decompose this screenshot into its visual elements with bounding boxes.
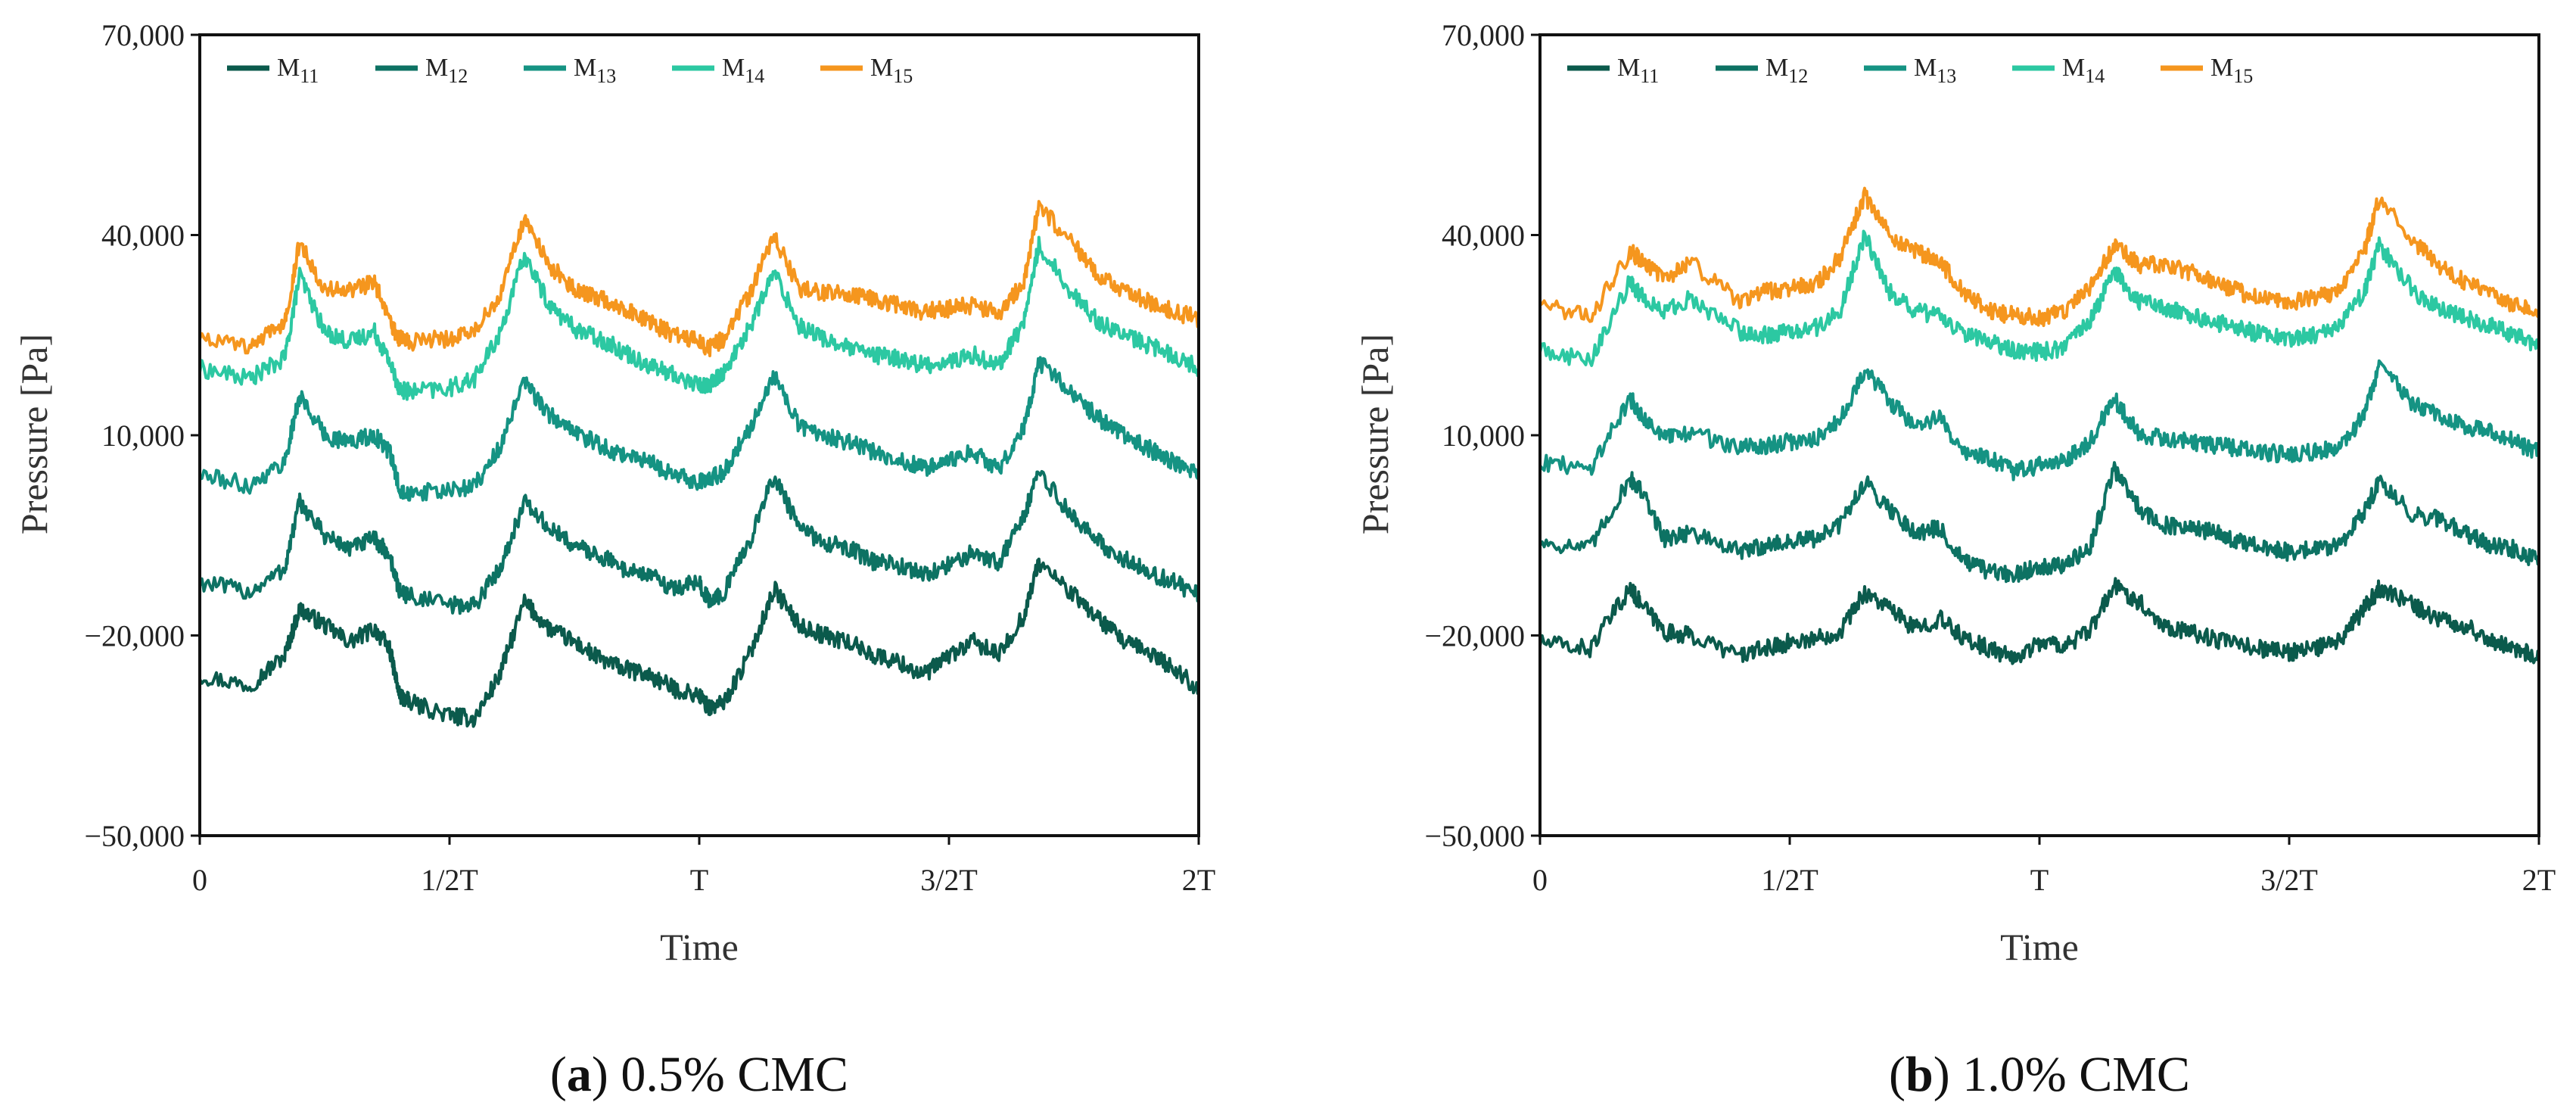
y-tick-label: −20,000 bbox=[1424, 619, 1525, 653]
legend-label-m13: M13 bbox=[574, 54, 616, 87]
y-tick-label: 70,000 bbox=[1442, 18, 1525, 52]
legend-label-base: M bbox=[277, 54, 300, 82]
legend-label-subscript: 11 bbox=[1640, 65, 1659, 87]
legend-label-base: M bbox=[1766, 54, 1788, 82]
y-tick-label: −20,000 bbox=[84, 619, 185, 653]
y-tick-label: 40,000 bbox=[1442, 219, 1525, 253]
chart-panel-b: 70,000 40,000 10,000 −20,000 −50,000 0 1/2T T 3… bbox=[1354, 18, 2556, 1102]
caption-text-b: 1.0% CMC bbox=[1962, 1047, 2190, 1102]
legend-label-subscript: 11 bbox=[300, 65, 319, 87]
x-axis-a: 0 1/2T T 3/2T 2T bbox=[192, 836, 1215, 897]
y-tick-label: 40,000 bbox=[101, 219, 185, 253]
legend-label-base: M bbox=[722, 54, 745, 82]
x-tick-label: 1/2T bbox=[421, 863, 478, 897]
x-tick-label: T bbox=[690, 863, 708, 897]
legend-label-m11: M11 bbox=[1617, 54, 1659, 87]
series-line-b-m15 bbox=[1538, 186, 2540, 328]
legend-label-base: M bbox=[2062, 54, 2085, 82]
y-tick-label: 70,000 bbox=[101, 18, 185, 52]
legend-label-m15: M15 bbox=[2210, 54, 2253, 87]
x-axis-label-a: Time bbox=[660, 926, 739, 968]
chart-panel-a: 70,000 40,000 10,000 −20,000 −50,000 0 1/2T T 3… bbox=[13, 18, 1215, 1102]
legend-label-subscript: 14 bbox=[2085, 65, 2105, 87]
legend-label-subscript: 14 bbox=[745, 65, 764, 87]
x-tick-label: T bbox=[2030, 863, 2049, 897]
legend-label-base: M bbox=[574, 54, 596, 82]
y-tick-label: 10,000 bbox=[101, 419, 185, 453]
series-line-a-m11 bbox=[198, 557, 1200, 728]
x-axis-b: 0 1/2T T 3/2T 2T bbox=[1532, 836, 2556, 897]
series-line-b-m11 bbox=[1538, 577, 2540, 665]
legend-label-subscript: 15 bbox=[893, 65, 913, 87]
legend-label-m14: M14 bbox=[2062, 54, 2105, 87]
legend-label-m13: M13 bbox=[1914, 54, 1956, 87]
series-line-b-m14 bbox=[1538, 229, 2540, 367]
x-tick-label: 0 bbox=[1532, 863, 1548, 897]
legend-a: M11 M12 M13 M14 M15 bbox=[227, 54, 913, 87]
series-line-a-m14 bbox=[198, 235, 1200, 401]
series-line-b-m13 bbox=[1538, 359, 2540, 481]
legend-label-subscript: 12 bbox=[1788, 65, 1808, 87]
caption-text-a: 0.5% CMC bbox=[621, 1047, 848, 1102]
series-line-a-m12 bbox=[198, 469, 1200, 615]
series-line-a-m15 bbox=[198, 200, 1200, 357]
y-tick-label: −50,000 bbox=[84, 819, 185, 853]
legend-label-m14: M14 bbox=[722, 54, 764, 87]
legend-label-m12: M12 bbox=[1766, 54, 1808, 87]
y-axis-label-b: Pressure [Pa] bbox=[1354, 334, 1396, 534]
legend-label-m11: M11 bbox=[277, 54, 319, 87]
x-tick-label: 2T bbox=[2522, 863, 2556, 897]
legend-label-m12: M12 bbox=[425, 54, 468, 87]
legend-label-base: M bbox=[1617, 54, 1640, 82]
legend-label-subscript: 12 bbox=[448, 65, 468, 87]
legend-label-subscript: 13 bbox=[1937, 65, 1956, 87]
x-tick-label: 3/2T bbox=[920, 863, 978, 897]
series-line-a-m13 bbox=[199, 356, 1200, 502]
y-axis-label-a: Pressure [Pa] bbox=[13, 334, 55, 534]
legend-label-base: M bbox=[1914, 54, 1937, 82]
x-tick-label: 3/2T bbox=[2260, 863, 2318, 897]
legend-label-base: M bbox=[425, 54, 448, 82]
y-axis-b: 70,000 40,000 10,000 −20,000 −50,000 bbox=[1424, 18, 1540, 853]
legend-label-base: M bbox=[870, 54, 893, 82]
caption-b: (b) 1.0% CMC bbox=[1889, 1047, 2190, 1102]
x-tick-label: 1/2T bbox=[1761, 863, 1818, 897]
panel-letter-a: a bbox=[567, 1047, 592, 1102]
legend-label-subscript: 13 bbox=[596, 65, 616, 87]
y-tick-label: 10,000 bbox=[1442, 419, 1525, 453]
y-axis-a: 70,000 40,000 10,000 −20,000 −50,000 bbox=[84, 18, 200, 853]
y-tick-label: −50,000 bbox=[1424, 819, 1525, 853]
x-tick-label: 0 bbox=[192, 863, 207, 897]
panel-letter-b: b bbox=[1906, 1047, 1934, 1102]
legend-b: M11 M12 M13 M14 M15 bbox=[1567, 54, 2253, 87]
plot-area-b bbox=[1538, 186, 2540, 665]
legend-label-subscript: 15 bbox=[2233, 65, 2253, 87]
x-axis-label-b: Time bbox=[2000, 926, 2079, 968]
x-tick-label: 2T bbox=[1182, 863, 1215, 897]
legend-label-m15: M15 bbox=[870, 54, 913, 87]
plot-area-a bbox=[198, 200, 1200, 728]
legend-label-base: M bbox=[2210, 54, 2233, 82]
series-line-b-m12 bbox=[1538, 461, 2540, 584]
caption-a: (a) 0.5% CMC bbox=[550, 1047, 848, 1102]
